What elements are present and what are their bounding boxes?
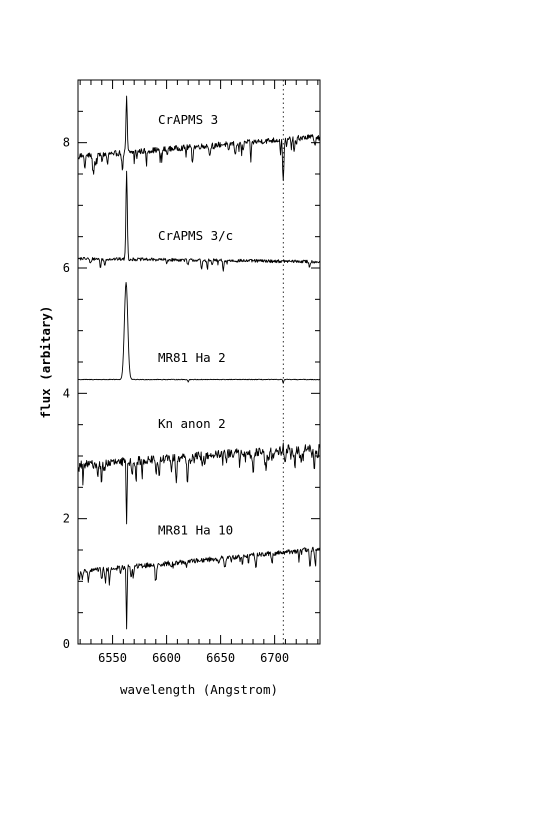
y-tick-label: 6 [63, 261, 70, 275]
y-tick-label: 2 [63, 512, 70, 526]
series-label-2: MR81 Ha 2 [158, 350, 226, 365]
y-tick-label: 8 [63, 136, 70, 150]
series-label-layer: CrAPMS 3 CrAPMS 3/c MR81 Ha 2 Kn anon 2 MR81… [158, 112, 233, 537]
y-tick-label: 4 [63, 386, 70, 400]
series-label-0: CrAPMS 3 [158, 112, 218, 127]
series-line-0 [77, 95, 321, 182]
series-layer [77, 95, 321, 630]
y-tick-label: 0 [63, 637, 70, 651]
series-label-3: Kn anon 2 [158, 416, 226, 431]
series-line-1 [77, 170, 321, 272]
series-label-4: MR81 Ha 10 [158, 522, 233, 537]
series-line-2 [77, 281, 321, 384]
x-tick-label: 6650 [206, 651, 235, 665]
series-label-1: CrAPMS 3/c [158, 228, 233, 243]
series-line-3 [77, 442, 321, 525]
x-tick-label: 6600 [152, 651, 181, 665]
series-line-4 [77, 546, 321, 630]
y-axis-title: flux (arbitary) [38, 306, 53, 419]
x-tick-label: 6550 [98, 651, 127, 665]
tick-layer: 6550 6600 6650 6700 0 2 4 6 8 [63, 79, 320, 665]
x-axis-title: wavelength (Angstrom) [120, 682, 278, 697]
x-tick-label: 6700 [260, 651, 289, 665]
